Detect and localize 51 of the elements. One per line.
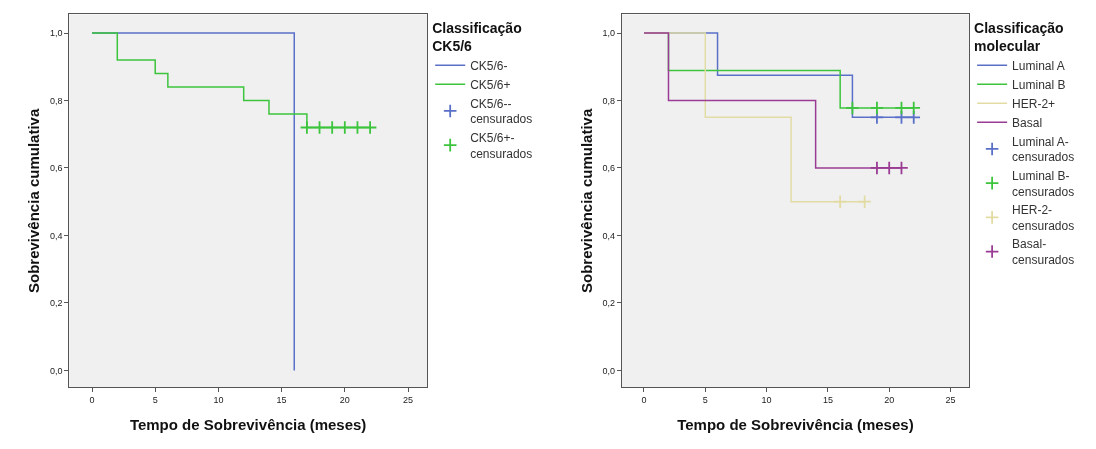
y-tick-label: 0,6 <box>602 163 616 174</box>
x-axis-title: Tempo de Sobrevivência (meses) <box>129 416 367 434</box>
point <box>857 194 872 209</box>
y-tick-label: 0,2 <box>49 298 63 309</box>
legend-label: CK5/6- <box>470 59 508 74</box>
point <box>869 160 885 176</box>
x-tick-label: 25 <box>945 395 956 406</box>
y-tick-label: 0,2 <box>602 298 616 309</box>
x-tick-label: 20 <box>339 395 350 406</box>
y-tick-label: 0,4 <box>49 230 63 241</box>
legend-label: CK5/6+- censurados <box>470 131 533 161</box>
x-tick-label: 5 <box>152 395 158 406</box>
legend-label: HER-2- censurados <box>1012 203 1075 233</box>
x-tick-label: 10 <box>213 395 224 406</box>
y-tick-label: 0,8 <box>602 95 616 106</box>
x-tick-label: 15 <box>276 395 287 406</box>
x-tick-label: 5 <box>702 395 708 406</box>
legend-label: Luminal A <box>1012 59 1065 74</box>
y-tick-label: 1,0 <box>602 28 616 39</box>
y-axis-title: Sobrevivência cumulativa <box>577 108 595 293</box>
y-tick-label: 0,0 <box>49 365 63 376</box>
y-tick-label: 0,4 <box>602 230 616 241</box>
y-axis-title: Sobrevivência cumulativa <box>25 108 43 293</box>
legend-title: Classificação molecular <box>974 19 1064 54</box>
legend-label: Basal <box>1012 116 1043 131</box>
y-tick-label: 0,6 <box>49 163 63 174</box>
legend-label: Luminal B <box>1012 78 1066 93</box>
y-tick-label: 0,8 <box>49 95 63 106</box>
legend-label: Luminal A- censurados <box>1012 134 1075 165</box>
y-tick-label: 0,0 <box>602 365 616 376</box>
legend-label: CK5/6-- censurados <box>470 96 533 127</box>
legend-label: HER-2+ <box>1012 97 1056 112</box>
legend-title: Classificação CK5/6 <box>432 19 522 54</box>
point <box>882 160 897 176</box>
legend-label: CK5/6+ <box>470 78 511 93</box>
legend-label: Luminal B- censurados <box>1012 169 1075 199</box>
point <box>869 100 885 116</box>
x-tick-label: 15 <box>822 395 833 406</box>
legend-label: Basal- censurados <box>1012 237 1075 268</box>
x-tick-label: 25 <box>403 395 414 406</box>
point <box>845 100 860 116</box>
x-tick-label: 0 <box>89 395 95 406</box>
x-tick-label: 10 <box>761 395 772 406</box>
y-tick-label: 1,0 <box>49 28 63 39</box>
point <box>906 100 921 116</box>
point <box>894 100 909 116</box>
point <box>894 160 909 176</box>
x-tick-label: 0 <box>641 395 647 406</box>
point <box>832 194 848 209</box>
x-tick-label: 20 <box>884 395 895 406</box>
x-axis-title: Tempo de Sobrevivência (meses) <box>677 416 914 434</box>
